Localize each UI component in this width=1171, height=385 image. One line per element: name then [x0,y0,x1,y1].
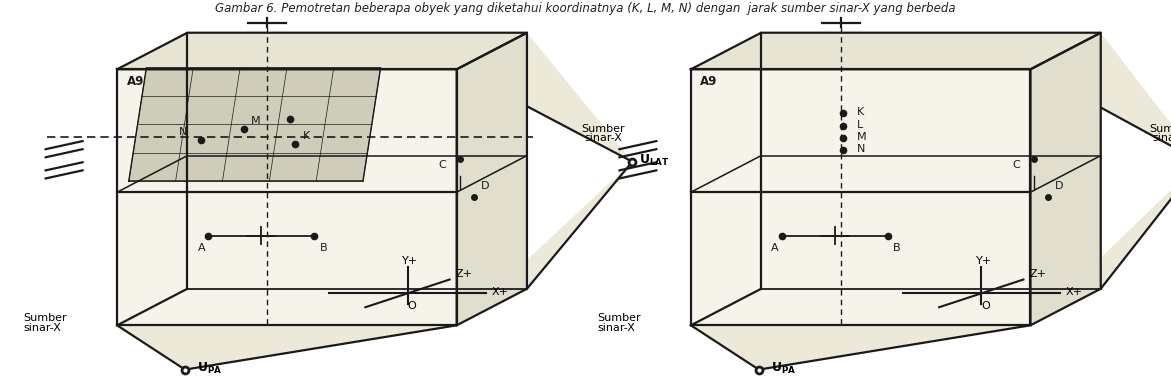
Text: Y+: Y+ [975,256,992,266]
Text: A9: A9 [700,75,718,88]
Text: B: B [320,243,327,253]
Polygon shape [457,33,527,325]
Text: K: K [857,107,864,117]
Text: Gambar 6. Pemotretan beberapa obyek yang diketahui koordinatnya (K, L, M, N) den: Gambar 6. Pemotretan beberapa obyek yang… [215,2,956,15]
Text: B: B [893,243,900,253]
Text: Z+: Z+ [1029,269,1046,279]
Polygon shape [1030,162,1171,325]
Text: C: C [438,160,446,170]
Text: Sumber: Sumber [597,313,641,323]
Text: M: M [251,116,260,126]
Text: L: L [857,120,863,130]
Text: A9: A9 [126,75,144,88]
Text: $\mathbf{U_{PA}}$: $\mathbf{U_{PA}}$ [771,360,796,376]
Text: A: A [198,243,205,253]
Polygon shape [691,69,1030,325]
Text: N: N [857,144,865,154]
Text: Sumber: Sumber [581,124,625,134]
Text: O: O [408,301,417,311]
Text: Sumber: Sumber [23,313,67,323]
Polygon shape [457,33,632,162]
Text: D: D [481,181,489,191]
Polygon shape [691,325,1030,370]
Text: $\mathbf{U_{LAT}}$: $\mathbf{U_{LAT}}$ [639,152,670,168]
Text: D: D [1055,181,1063,191]
Polygon shape [117,69,457,325]
Polygon shape [117,325,457,370]
Polygon shape [691,33,1101,69]
Text: M: M [857,132,867,142]
Text: N: N [178,127,187,137]
Polygon shape [457,162,632,325]
Text: A: A [772,243,779,253]
Polygon shape [117,33,527,69]
Text: K: K [303,131,310,141]
Text: sinar-X: sinar-X [23,323,61,333]
Polygon shape [1030,33,1171,162]
Text: X+: X+ [1066,287,1083,297]
Text: Y+: Y+ [402,256,418,266]
Polygon shape [1030,33,1101,325]
Text: sinar-X: sinar-X [1152,132,1171,142]
Text: sinar-X: sinar-X [597,323,635,333]
Text: sinar-X: sinar-X [584,132,622,142]
Text: Z+: Z+ [456,269,472,279]
Text: C: C [1012,160,1020,170]
Text: O: O [981,301,991,311]
Text: $\mathbf{U_{PA}}$: $\mathbf{U_{PA}}$ [197,360,222,376]
Text: X+: X+ [492,287,509,297]
Text: Sumber: Sumber [1149,124,1171,134]
Polygon shape [129,68,381,181]
